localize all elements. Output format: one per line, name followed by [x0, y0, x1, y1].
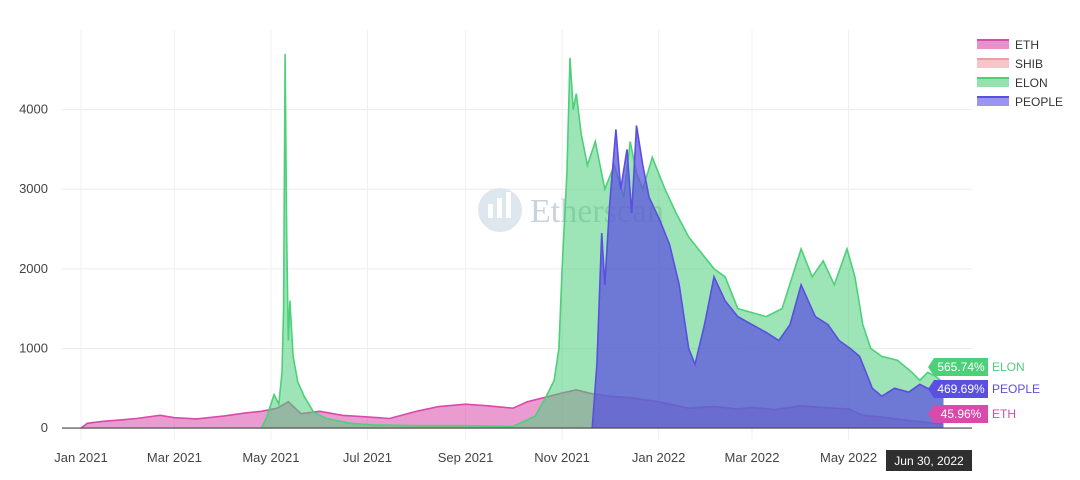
legend-swatch — [977, 59, 1009, 68]
hover-date-label: Jun 30, 2022 — [894, 454, 964, 468]
legend-item-people[interactable]: PEOPLE — [977, 95, 1063, 109]
watermark-logo-bar-icon — [506, 192, 511, 218]
legend-label: ETH — [1015, 38, 1039, 52]
x-tick-label: Jan 2021 — [54, 450, 108, 465]
legend-label: PEOPLE — [1015, 95, 1063, 109]
x-tick-label: Mar 2022 — [725, 450, 780, 465]
y-tick-label: 0 — [41, 420, 48, 435]
watermark-logo-bar-icon — [488, 204, 493, 218]
legend-swatch — [977, 97, 1009, 106]
end-label-people: 469.69% PEOPLE — [928, 380, 1040, 398]
x-tick-label: Jan 2022 — [632, 450, 686, 465]
x-tick-label: May 2021 — [242, 450, 299, 465]
legend-label: ELON — [1015, 76, 1048, 90]
legend[interactable]: ETH SHIB ELON PEOPLE — [977, 38, 1063, 109]
legend-swatch — [977, 40, 1009, 49]
end-labels: 565.74% ELON 469.69% PEOPLE 45.96% ETH — [928, 358, 1040, 423]
end-label-value: 469.69% — [937, 382, 985, 396]
legend-swatch — [977, 78, 1009, 87]
x-tick-label: Jul 2021 — [343, 450, 392, 465]
x-tick-label: Nov 2021 — [534, 450, 590, 465]
axes: 0 1000 2000 3000 4000 Jan 2021 Mar 2021 May 202… — [19, 102, 972, 465]
legend-item-eth[interactable]: ETH — [977, 38, 1039, 52]
end-label-value: 45.96% — [941, 407, 982, 421]
legend-item-elon[interactable]: ELON — [977, 76, 1048, 90]
end-label-series-name: ETH — [992, 407, 1016, 421]
x-tick-label: Mar 2021 — [147, 450, 202, 465]
x-tick-label: Sep 2021 — [438, 450, 494, 465]
series-line-people — [591, 125, 944, 429]
legend-label: SHIB — [1015, 57, 1043, 71]
series-line-elon — [260, 53, 945, 429]
y-tick-label: 3000 — [19, 181, 48, 196]
legend-item-shib[interactable]: SHIB — [977, 57, 1043, 71]
end-label-eth: 45.96% ETH — [928, 405, 1016, 423]
x-tick-label: May 2022 — [820, 450, 877, 465]
hover-date-badge: Jun 30, 2022 — [886, 450, 972, 471]
end-label-series-name: ELON — [992, 360, 1025, 374]
y-tick-label: 2000 — [19, 261, 48, 276]
series-area-people — [592, 125, 944, 429]
end-label-elon: 565.74% ELON — [928, 358, 1025, 376]
end-label-box — [928, 358, 988, 376]
end-label-box — [928, 405, 988, 423]
y-tick-label: 4000 — [19, 102, 48, 117]
watermark-logo-bar-icon — [497, 198, 502, 218]
end-label-series-name: PEOPLE — [992, 382, 1040, 396]
hover-date-box — [886, 450, 972, 471]
series-areas — [80, 53, 945, 429]
end-label-box — [928, 380, 988, 398]
end-label-value: 565.74% — [937, 360, 985, 374]
y-tick-label: 1000 — [19, 340, 48, 355]
